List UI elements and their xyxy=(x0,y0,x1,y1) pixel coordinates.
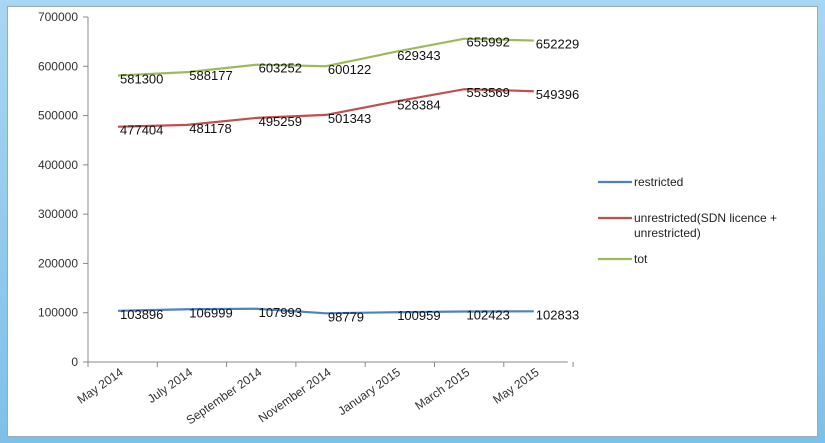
legend-entry: tot xyxy=(634,252,648,266)
data-label: 629343 xyxy=(397,48,440,63)
data-label: 495259 xyxy=(259,114,302,129)
data-label: 655992 xyxy=(467,35,510,50)
data-label: 107993 xyxy=(259,305,302,320)
y-tick-label: 100000 xyxy=(38,306,78,320)
x-tick-label: March 2015 xyxy=(412,365,472,413)
data-label: 588177 xyxy=(189,68,232,83)
data-label: 106999 xyxy=(189,305,232,320)
legend-entry: unrestricted(SDN licence + unrestricted) xyxy=(634,211,777,240)
data-label: 528384 xyxy=(397,98,440,113)
data-label: 103896 xyxy=(120,307,163,322)
x-tick-label: September 2014 xyxy=(184,365,265,428)
data-label: 600122 xyxy=(328,62,371,77)
x-tick-label: November 2014 xyxy=(256,365,334,426)
y-tick-label: 200000 xyxy=(38,256,78,270)
data-label: 652229 xyxy=(536,37,579,52)
y-tick-label: 400000 xyxy=(38,158,78,172)
x-tick-label: May 2014 xyxy=(75,365,126,407)
y-tick-label: 600000 xyxy=(38,59,78,73)
x-tick-label: July 2014 xyxy=(145,365,195,406)
legend-entry-line: restricted xyxy=(634,175,683,189)
data-label: 549396 xyxy=(536,87,579,102)
data-label: 581300 xyxy=(120,72,163,87)
data-label: 98779 xyxy=(328,309,364,324)
legend-entry: restricted xyxy=(634,175,683,189)
y-tick-label: 300000 xyxy=(38,207,78,221)
y-tick-label: 0 xyxy=(71,355,78,369)
x-tick-label: May 2015 xyxy=(490,365,541,407)
data-label: 102833 xyxy=(536,307,579,322)
y-tick-label: 700000 xyxy=(38,10,78,24)
legend-entry-line: unrestricted(SDN licence + xyxy=(634,211,777,225)
chart-area xyxy=(7,6,818,437)
data-label: 477404 xyxy=(120,123,163,138)
data-label: 603252 xyxy=(259,61,302,76)
legend-entry-line: unrestricted) xyxy=(634,226,701,240)
data-label: 102423 xyxy=(467,308,510,323)
data-label: 501343 xyxy=(328,111,371,126)
data-label: 553569 xyxy=(467,85,510,100)
data-label: 481178 xyxy=(189,121,231,136)
y-tick-label: 500000 xyxy=(38,109,78,123)
legend-entry-line: tot xyxy=(634,252,648,266)
data-label: 100959 xyxy=(397,308,440,323)
x-tick-label: January 2015 xyxy=(335,365,403,418)
